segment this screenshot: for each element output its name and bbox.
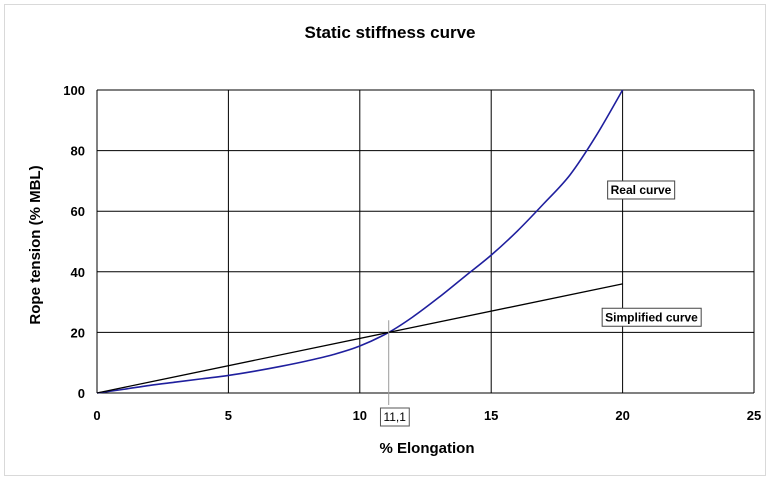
annotation-label-1: Simplified curve (605, 310, 698, 324)
y-tick-label-3: 60 (71, 204, 85, 219)
y-tick-label-0: 0 (78, 386, 85, 401)
annotation-1: Simplified curve (601, 307, 702, 327)
y-tick-labels: 0 20 40 60 80 100 (63, 83, 85, 401)
annotation-box-1 (601, 307, 702, 327)
annotation-box-0 (607, 180, 676, 200)
stiffness-chart: Static stiffness curve 0 5 10 15 20 25 0 20 40 6… (27, 23, 761, 457)
x-tick-label-4: 20 (615, 408, 629, 423)
x-tick-label-3: 15 (484, 408, 498, 423)
y-tick-label-4: 80 (71, 144, 85, 159)
x-axis-title: % Elongation (380, 440, 475, 457)
marker-label-group: 11,1 (379, 407, 410, 427)
chart-title: Static stiffness curve (304, 23, 475, 42)
x-tick-label-1: 5 (225, 408, 232, 423)
y-tick-label-2: 40 (71, 265, 85, 280)
marker-label: 11,1 (383, 410, 406, 424)
marker-label-box (379, 407, 410, 427)
y-tick-label-1: 20 (71, 325, 85, 340)
x-tick-label-2: 10 (353, 408, 367, 423)
annotation-label-0: Real curve (611, 183, 672, 197)
series-line-real-curve (96, 89, 624, 394)
annotation-layer: Real curve Simplified curve 11,1 (379, 180, 702, 427)
chart-frame: Static stiffness curve 0 5 10 15 20 25 0 20 40 6… (4, 4, 766, 476)
y-tick-label-5: 100 (63, 83, 85, 98)
x-tick-label-0: 0 (93, 408, 100, 423)
x-tick-labels: 0 5 10 15 20 25 (93, 408, 761, 423)
x-tick-label-5: 25 (747, 408, 761, 423)
annotation-0: Real curve (607, 180, 676, 200)
y-axis-title: Rope tension (% MBL) (27, 165, 44, 324)
grid-layer (96, 89, 755, 394)
